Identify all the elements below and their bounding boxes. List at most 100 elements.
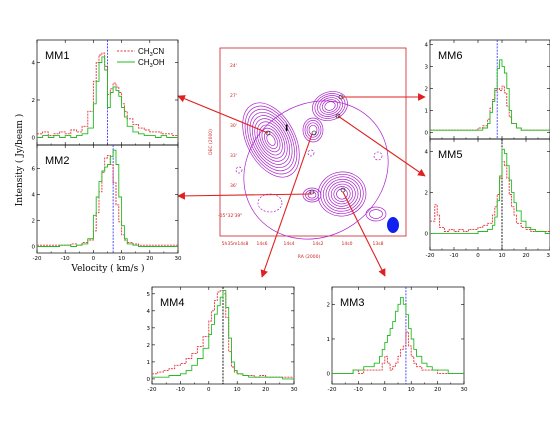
legend-ch3cn-part-b: 3 — [150, 52, 153, 58]
mm5-xtick-label: 10 — [499, 253, 506, 259]
contour-map: DEC (2000) RA (2000) 24' 27' 30' 33' 36'… — [208, 47, 407, 260]
mm5-panel-title: MM5 — [438, 149, 462, 161]
mm5-ytick-label: 0 — [425, 232, 429, 238]
negative-contour — [307, 149, 315, 157]
mm3-ytick-label: 1 — [327, 337, 331, 343]
mm5-xtick-label: -10 — [450, 253, 459, 259]
contour-mm6 — [316, 95, 344, 117]
spectrum-panel-mm6: 0 1 2 3 4 MM6 — [425, 39, 550, 140]
contour-mm6 — [314, 93, 346, 119]
mm5-series-ch3cn — [430, 161, 550, 232]
mm4-ytick-label: 3 — [147, 326, 151, 332]
map-xtick: 5h35m14s8 — [222, 241, 249, 247]
mm4-series-ch3cn — [152, 289, 294, 378]
mm1-panel-title: MM1 — [45, 50, 69, 62]
mm4-xtick-label: 20 — [262, 387, 269, 393]
mm2-ytick-label: 6 — [32, 166, 36, 172]
mm3-panel-title: MM3 — [340, 297, 364, 309]
map-frame — [219, 47, 407, 237]
mm1-ytick-label: 2 — [32, 98, 36, 104]
contour-envelope — [243, 100, 389, 240]
mm6-series-ch3oh — [430, 59, 550, 131]
mm4-xtick-label: 0 — [207, 387, 211, 393]
contour-mm1 — [259, 124, 283, 156]
mm6-ytick-label: 3 — [425, 64, 429, 70]
mm4-ytick-label: 0 — [147, 377, 151, 383]
mm1-ytick-label: 4 — [32, 61, 36, 67]
contour-mm1 — [251, 115, 291, 165]
contour-sw-lobe — [369, 209, 383, 219]
negative-contour — [257, 193, 283, 213]
core-marker-mm1 — [265, 130, 271, 136]
contour-mm2 — [305, 189, 319, 201]
mm3-xtick-label: -10 — [354, 387, 363, 393]
contour-mm4 — [302, 117, 324, 143]
map-source-label: I — [285, 124, 288, 134]
contour-mm3 — [330, 183, 354, 205]
mm5-ytick-label: 2 — [425, 190, 429, 196]
mm6-panel-title: MM6 — [438, 50, 462, 62]
mm2-xtick-label: -10 — [61, 256, 70, 262]
mm2-series-ch3cn — [37, 154, 178, 246]
mm3-series-ch3oh — [332, 296, 464, 375]
pointer-arrows — [177, 93, 426, 278]
contour-mm3 — [317, 171, 367, 217]
contour-mm3 — [320, 173, 364, 215]
map-contours — [242, 91, 389, 240]
mm3-ytick-label: 2 — [327, 302, 331, 308]
legend-label-ch3cn: CH3CN — [138, 47, 164, 58]
mm4-panel-title: MM4 — [160, 297, 184, 309]
contour-mm1 — [247, 108, 295, 172]
mm5-series-ch3oh — [430, 148, 550, 235]
map-ytick: 36' — [230, 183, 237, 189]
mm5-xtick-label: 0 — [476, 253, 480, 259]
mm2-xtick-label: 20 — [146, 256, 153, 262]
mm5-xtick-label: -20 — [426, 253, 435, 259]
legend-label-ch3oh: CH3OH — [138, 58, 165, 69]
legend-ch3cn-part-c: CN — [153, 47, 165, 56]
mm4-ytick-label: 4 — [147, 309, 151, 315]
mm3-xtick-label: -20 — [328, 387, 337, 393]
mm3-xtick-label: 10 — [408, 387, 415, 393]
mm3-series-ch3cn — [332, 331, 464, 375]
contour-mm4 — [304, 120, 322, 140]
mm4-ytick-label: 2 — [147, 343, 151, 349]
mm4-xtick-label: 10 — [234, 387, 241, 393]
arrow-to-mm5 — [337, 115, 426, 177]
map-ytick: -05°32'39" — [218, 213, 242, 219]
mm2-ytick-label: 2 — [32, 218, 36, 224]
contour-mm1 — [249, 112, 293, 168]
contour-mm1 — [242, 102, 300, 178]
spectrum-panel-mm4: -20 -10 0 10 20 30 0 1 2 3 4 5 MM4 — [147, 286, 298, 393]
spectrum-panel-mm2: -20 -10 0 10 20 30 0 2 4 6 MM2 — [32, 144, 182, 262]
map-ytick: 27' — [230, 93, 237, 99]
mm3-xtick-label: 0 — [383, 387, 387, 393]
arrow-to-mm3 — [342, 191, 386, 277]
mm4-xtick-label: -10 — [176, 387, 185, 393]
contour-mm1 — [254, 118, 288, 162]
mm4-ytick-label: 5 — [147, 292, 151, 298]
map-ytick: 30' — [230, 123, 237, 129]
mm2-panel-title: MM2 — [45, 155, 69, 167]
mm2-xtick-label: 30 — [175, 256, 182, 262]
contour-mm6 — [312, 91, 348, 121]
mm3-xtick-label: 30 — [461, 387, 468, 393]
negative-contour — [373, 151, 383, 161]
map-y-tick-labels: 24' 27' 30' 33' 36' -05°32'39" — [218, 63, 242, 219]
contour-mm3 — [325, 178, 359, 210]
contour-mm3 — [322, 176, 362, 212]
map-xtick: 13s8 — [373, 241, 384, 247]
mm5-xtick-label: 20 — [523, 253, 530, 259]
contour-mm6 — [319, 97, 341, 115]
mm1-series-ch3oh — [37, 56, 178, 138]
legend-ch3oh-part-a: CH — [138, 58, 150, 67]
negative-contour — [235, 166, 243, 174]
map-xtick: 14s2 — [313, 241, 324, 247]
contour-mm1 — [244, 105, 298, 175]
legend-ch3oh-part-b: 3 — [150, 63, 153, 69]
contour-sw-lobe — [365, 206, 387, 222]
contour-mm2 — [307, 191, 317, 199]
mm4-ytick-label: 1 — [147, 360, 151, 366]
contour-mm3 — [328, 181, 356, 207]
